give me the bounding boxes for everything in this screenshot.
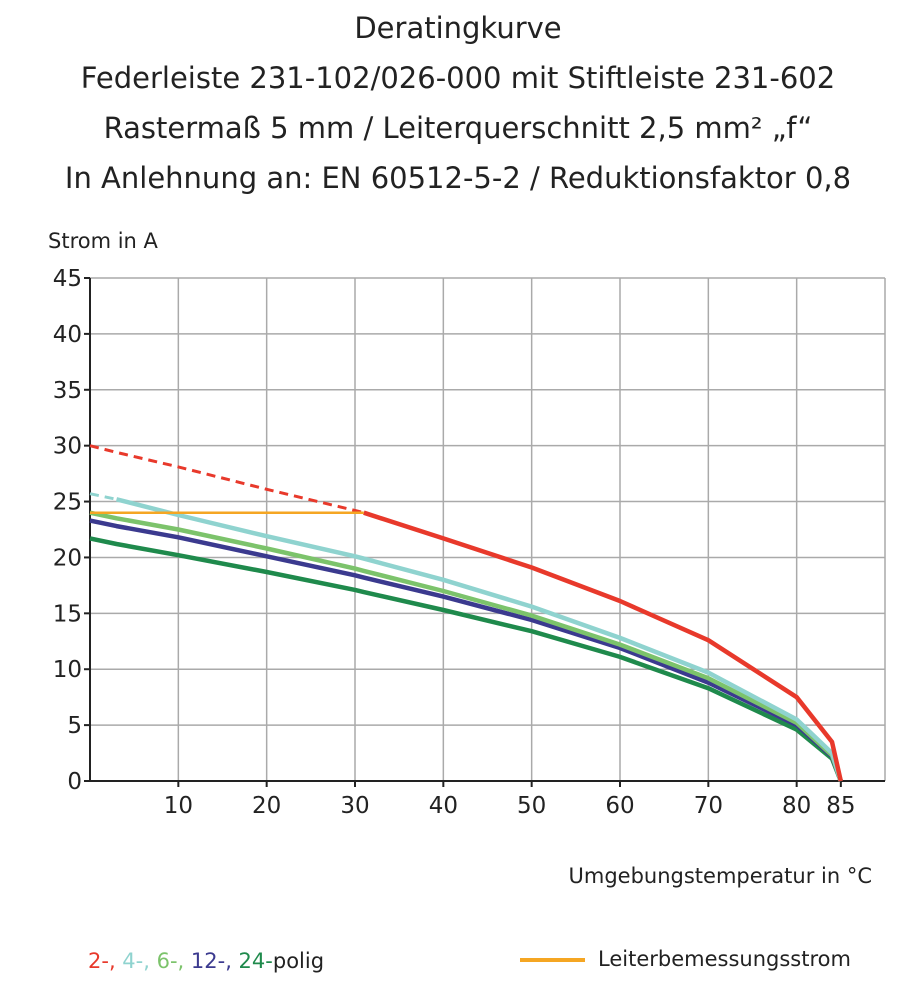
legend: 2-, 4-, 6-, 12-, 24-polig — [88, 949, 324, 973]
legend-entry: Leiterbemessungsstrom — [598, 947, 851, 971]
x-tick-label: 20 — [252, 793, 281, 819]
y-tick-label: 10 — [53, 657, 82, 683]
x-tick-label: 70 — [694, 793, 723, 819]
x-axis-label: Umgebungstemperatur in °C — [569, 864, 873, 888]
y-tick-label: 5 — [67, 713, 82, 739]
x-tick-label: 10 — [164, 793, 193, 819]
y-tick-label: 40 — [53, 322, 82, 348]
dashed-line — [89, 492, 117, 501]
y-tick-label: 35 — [53, 378, 82, 404]
y-axis-label: Strom in A — [48, 229, 159, 253]
x-tick-label: 60 — [605, 793, 634, 819]
series-line — [115, 497, 843, 782]
x-tick-label: 40 — [429, 793, 458, 819]
x-tick-label: 85 — [826, 793, 855, 819]
y-tick-label: 0 — [67, 769, 82, 795]
legend-entry: 4-, — [122, 949, 156, 973]
chart-title: Federleiste 231-102/026-000 mit Stiftlei… — [81, 61, 835, 95]
legend-entry: 6-, — [157, 949, 191, 973]
x-tick-label: 80 — [782, 793, 811, 819]
y-tick-label: 20 — [53, 545, 82, 571]
legend-entry: 12-, — [191, 949, 239, 973]
chart-title: In Anlehnung an: EN 60512-5-2 / Reduktio… — [65, 161, 851, 195]
dashed-line — [89, 444, 365, 515]
legend-entry: 24- — [239, 949, 273, 973]
series-line — [89, 510, 843, 782]
y-tick-label: 15 — [53, 601, 82, 627]
series-line — [89, 536, 843, 782]
chart-title: Deratingkurve — [354, 11, 561, 45]
chart-title: Rastermaß 5 mm / Leiterquerschnitt 2,5 m… — [104, 111, 813, 145]
legend-suffix: polig — [273, 949, 324, 973]
legend-entry: 2-, — [88, 949, 122, 973]
y-tick-label: 30 — [53, 434, 82, 460]
y-tick-label: 25 — [53, 490, 82, 516]
x-tick-label: 30 — [340, 793, 369, 819]
series-line — [363, 510, 843, 782]
y-tick-label: 45 — [53, 266, 82, 292]
x-tick-label: 50 — [517, 793, 546, 819]
